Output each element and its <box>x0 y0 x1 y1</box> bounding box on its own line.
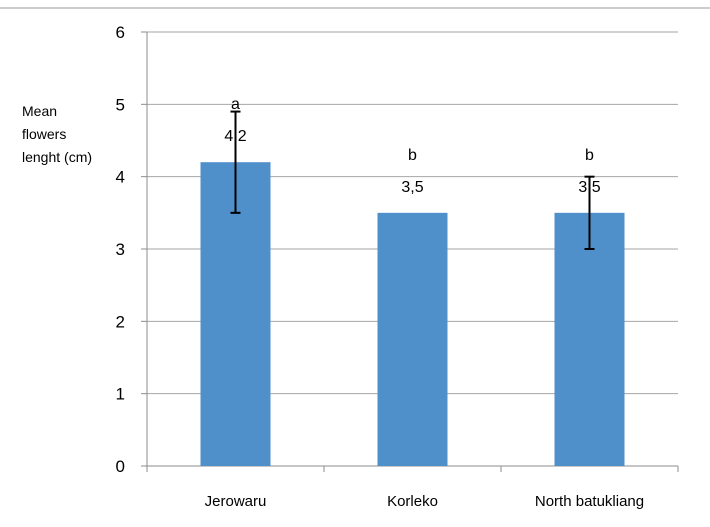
bar <box>377 212 448 466</box>
y-tick-label: 2 <box>116 312 125 331</box>
y-tick-label: 3 <box>116 240 125 259</box>
y-tick-label: 1 <box>116 385 125 404</box>
y-axis-label-line-3: lenght (cm) <box>22 149 92 165</box>
y-axis-label-line-2: flowers <box>22 126 66 142</box>
y-tick-label: 0 <box>116 457 125 476</box>
bars <box>200 162 625 466</box>
bar-value-label: 4,2 <box>224 128 246 145</box>
y-tick-label: 5 <box>116 95 125 114</box>
y-axis-label-line-1: Mean <box>22 103 57 119</box>
significance-letter: b <box>585 147 594 164</box>
x-category-label: Korleko <box>387 493 438 510</box>
significance-letter: a <box>231 96 240 113</box>
significance-letter: b <box>408 147 417 164</box>
bar <box>554 212 625 466</box>
labels: Jerowaru 4,2 a Korleko 3,5 b North batukliang 3… <box>205 96 644 510</box>
bar-value-label: 3,5 <box>578 179 600 196</box>
bar-value-label: 3,5 <box>401 179 423 196</box>
x-category-label: Jerowaru <box>205 493 267 510</box>
y-tick-label: 6 <box>116 23 125 42</box>
x-category-label: North batukliang <box>535 493 644 510</box>
error-bars <box>230 110 595 250</box>
y-tick-label: 4 <box>116 168 125 187</box>
